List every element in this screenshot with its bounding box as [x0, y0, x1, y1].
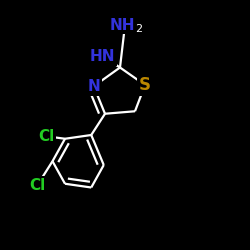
Text: NH: NH [110, 18, 135, 32]
Text: Cl: Cl [38, 129, 54, 144]
Text: N: N [88, 79, 100, 94]
Text: S: S [139, 76, 151, 94]
Text: 2: 2 [135, 24, 142, 34]
Text: HN: HN [90, 49, 115, 64]
Text: Cl: Cl [30, 178, 46, 192]
